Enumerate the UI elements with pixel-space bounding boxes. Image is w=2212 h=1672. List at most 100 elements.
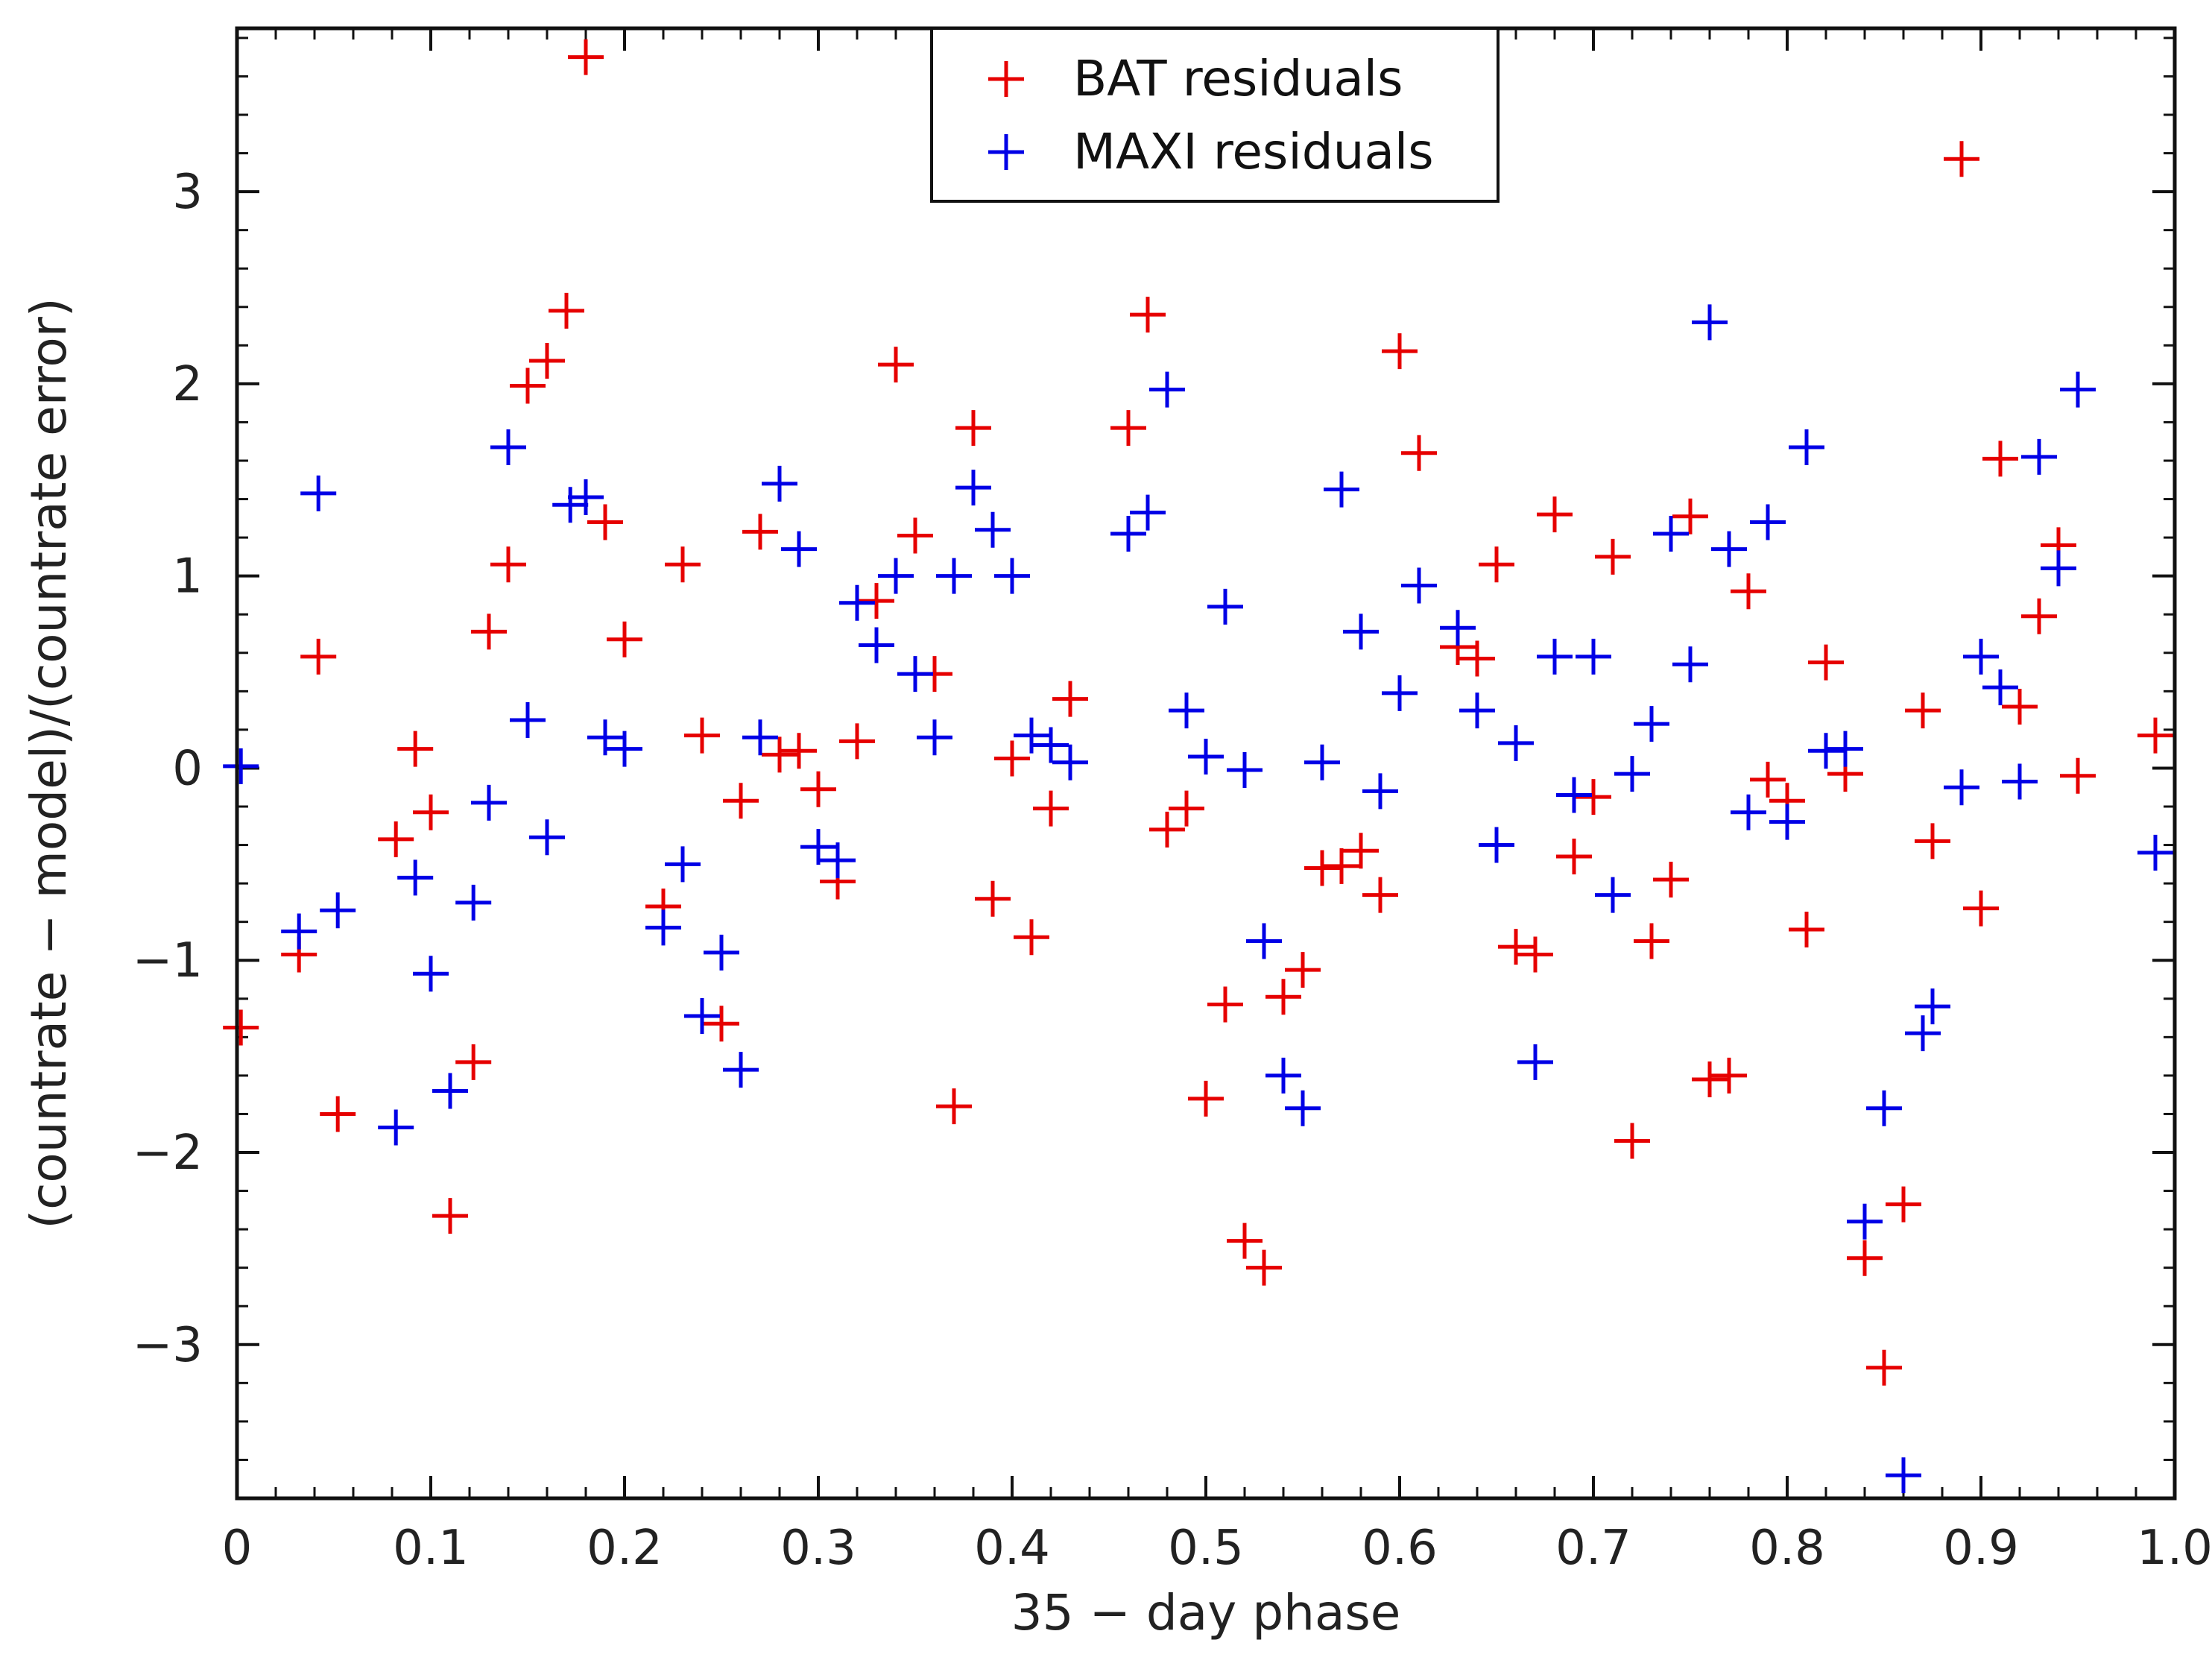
x-tick-label: 0.9 [1943, 1521, 2019, 1576]
maxi-point [684, 997, 720, 1034]
bat-point [762, 736, 797, 773]
bat-point [1789, 911, 1824, 947]
bat-point [1014, 919, 1049, 956]
maxi-point [897, 656, 933, 693]
bat-point [1459, 640, 1495, 677]
bat-point [1207, 986, 1243, 1023]
maxi-point [1479, 827, 1514, 863]
bat-point [878, 347, 914, 383]
bat-point [1401, 435, 1437, 471]
bat-point [1944, 141, 1979, 177]
bat-point [1886, 1186, 1921, 1223]
maxi-point [1750, 504, 1786, 540]
legend-marker-bat [988, 61, 1024, 97]
bat-point [1246, 1249, 1282, 1286]
maxi-point [455, 884, 492, 921]
bat-point [1130, 297, 1166, 333]
maxi-point [1246, 923, 1282, 959]
bat-point [1653, 861, 1689, 897]
maxi-point [2021, 438, 2057, 475]
bat-point [2060, 757, 2096, 794]
maxi-point [1653, 515, 1689, 552]
bat-point [1556, 839, 1592, 875]
maxi-point [1227, 752, 1263, 789]
legend-label-bat: BAT residuals [1073, 50, 1403, 107]
bat-point [781, 733, 817, 769]
maxi-point [645, 909, 681, 946]
maxi-point [1556, 777, 1592, 813]
bat-point [1847, 1240, 1883, 1276]
bat-point [1614, 1123, 1650, 1159]
maxi-point [839, 584, 875, 621]
y-tick-label: 2 [172, 357, 203, 412]
maxi-point [1634, 706, 1669, 742]
bat-point [2021, 598, 2057, 634]
maxi-point [397, 859, 434, 896]
bat-point [859, 583, 894, 619]
maxi-point [1285, 1090, 1321, 1126]
bat-point [704, 1006, 739, 1042]
bat-point [684, 717, 720, 754]
bat-point [1517, 936, 1553, 973]
x-tick-label: 0.8 [1749, 1521, 1825, 1576]
bat-point [1382, 333, 1418, 370]
maxi-point [300, 475, 337, 511]
maxi-point [1808, 733, 1844, 769]
maxi-point [1886, 1457, 1921, 1494]
maxi-point [1576, 638, 1611, 675]
maxi-point [1440, 610, 1476, 646]
maxi-point [1672, 646, 1708, 683]
bat-point [1595, 538, 1631, 575]
maxi-point [587, 719, 623, 756]
maxi-point [723, 1052, 759, 1088]
maxi-point [1343, 613, 1379, 650]
maxi-point [2137, 834, 2173, 871]
maxi-point [432, 1073, 468, 1109]
bat-point [1479, 546, 1514, 583]
bat-point [665, 546, 701, 583]
y-tick-label: 3 [172, 165, 203, 220]
x-axis-title: 35 − day phase [1011, 1584, 1401, 1641]
maxi-point [607, 731, 642, 767]
maxi-point [878, 558, 914, 594]
x-tick-label: 0.5 [1168, 1521, 1244, 1576]
bat-point [800, 771, 836, 807]
x-tick-label: 0.1 [393, 1521, 469, 1576]
legend-box [930, 27, 1500, 203]
legend-bat-plus [988, 61, 1024, 97]
maxi-point [1052, 744, 1088, 780]
maxi-point [975, 511, 1011, 548]
maxi-point [1614, 756, 1650, 792]
data-markers [223, 39, 2173, 1494]
y-tick-label: −1 [133, 933, 203, 988]
maxi-point [529, 819, 565, 856]
maxi-point [800, 829, 836, 865]
legend-marker-maxi [988, 134, 1024, 170]
maxi-point [1847, 1203, 1883, 1240]
maxi-point [223, 748, 259, 784]
bat-point [1033, 790, 1069, 827]
bat-point [320, 1096, 356, 1132]
maxi-point [1905, 1015, 1941, 1052]
maxi-point [1304, 744, 1340, 780]
maxi-point [281, 913, 317, 950]
bat-point [994, 740, 1030, 777]
bat-point [300, 638, 337, 675]
bat-point [549, 292, 584, 329]
bat-point [839, 723, 875, 760]
maxi-point [1459, 693, 1495, 729]
bat-point [1149, 811, 1185, 848]
bat-point [955, 410, 991, 447]
bat-point [1362, 877, 1398, 913]
bat-point [1343, 833, 1379, 869]
maxi-point [1149, 371, 1185, 408]
bat-point [1711, 1057, 1747, 1094]
bat-point [1052, 681, 1088, 717]
bat-point [1576, 779, 1611, 816]
maxi-point [1711, 531, 1747, 567]
bat-point [529, 342, 565, 379]
y-tick-label: 0 [172, 741, 203, 796]
maxi-point [490, 429, 526, 465]
maxi-point [1033, 727, 1069, 763]
